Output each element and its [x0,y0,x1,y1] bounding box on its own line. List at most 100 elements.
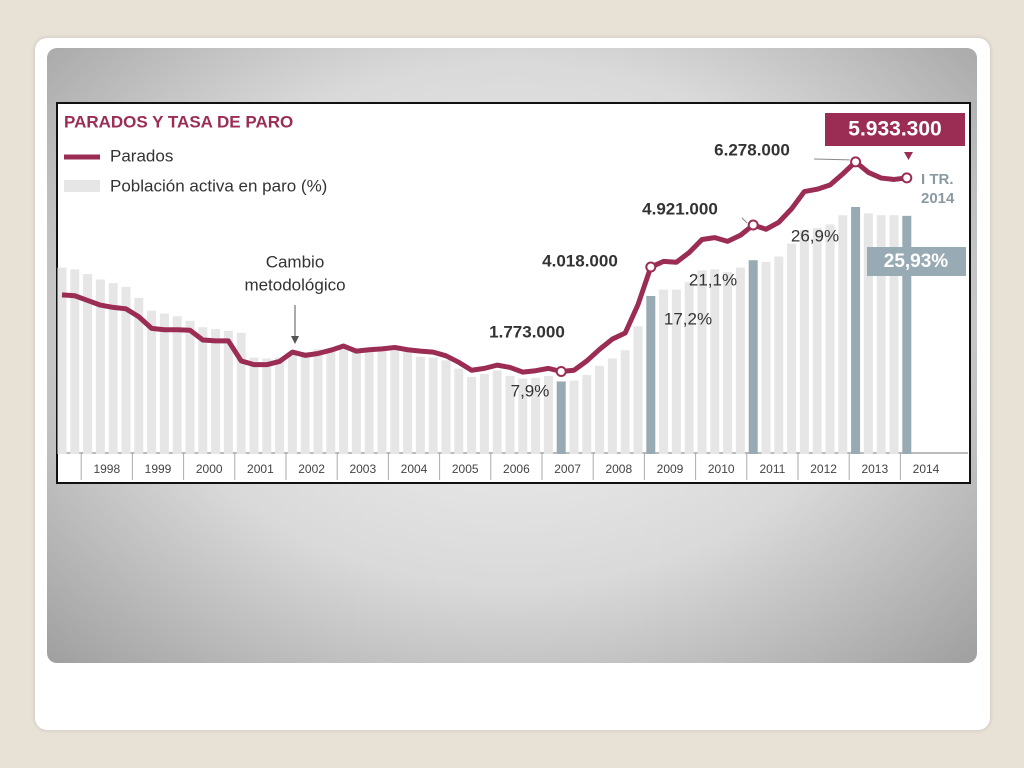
bar [415,356,425,454]
bar [620,350,630,454]
bar [697,270,707,454]
bar-value-label: 25,93% [884,251,949,272]
bar [211,329,221,454]
bar [351,350,361,454]
bar [364,351,374,454]
bar-value-label: 17,2% [664,309,712,328]
annotation: Cambio [266,252,325,271]
bar [659,289,669,454]
bar [889,215,899,454]
bar [723,272,733,454]
bar [582,375,592,454]
bar [403,352,413,454]
line-value-label: 4.018.000 [542,251,618,270]
bar-value-label: 26,9% [791,226,839,245]
bar [556,381,566,454]
bar [300,352,310,454]
period-label: I TR. [921,171,954,188]
x-tick-label: 2002 [298,462,325,476]
line [61,159,908,375]
line-value-label: 4.921.000 [642,199,718,218]
x-tick-label: 2003 [349,462,376,476]
x-tick-label: 2010 [708,462,735,476]
bar [287,352,297,454]
x-tick-label: 2009 [657,462,684,476]
x-tick-label: 2007 [554,462,581,476]
bar [825,224,835,454]
bar [902,215,912,454]
bar [735,267,745,454]
bar [441,360,451,454]
line-value-label: 5.933.300 [848,118,941,141]
bar [147,310,157,454]
bar [799,229,809,454]
bar [198,327,208,454]
bar [607,358,617,454]
bar [531,377,541,454]
point-marker [747,219,759,231]
x-tick-label: 1999 [145,462,172,476]
x-tick-label: 1998 [93,462,120,476]
x-tick-label: 2013 [861,462,888,476]
point-marker [901,172,913,184]
bar [223,330,233,454]
bar [543,375,553,454]
bar [492,370,502,454]
bar [671,289,681,454]
bar [646,296,656,454]
value-box [867,247,966,276]
bar [479,374,489,454]
leader-line [813,158,850,161]
line-value-label: 1.773.000 [489,322,565,341]
bar [787,243,797,454]
annotation-arrowhead [291,336,299,344]
x-tick-label: 2004 [401,462,428,476]
bar [185,320,195,454]
x-tick-label: 2001 [247,462,274,476]
legend-bar-swatch [64,180,100,192]
bar [876,215,886,454]
bar [518,378,528,454]
bar [774,256,784,454]
period-label: 2014 [921,190,955,207]
leader-line [741,217,748,224]
value-box [825,113,965,146]
point-marker [645,261,657,273]
line-value-label: 6.278.000 [714,140,790,159]
bar [467,376,477,454]
point-marker [850,156,862,168]
bar [262,358,272,454]
bar [595,365,605,454]
bar [748,260,758,454]
bar [428,357,438,454]
bar [684,282,694,454]
bar-value-label: 21,1% [689,270,737,289]
x-tick-label: 2011 [759,462,785,476]
x-tick-label: 2008 [605,462,632,476]
bar [812,228,822,454]
annotation: metodológico [244,275,345,294]
bar [863,213,873,454]
bar-value-label: 7,9% [511,381,550,400]
bar [761,262,771,454]
x-tick-label: 2000 [196,462,223,476]
bar [710,269,720,454]
bar [275,357,285,454]
bar [134,297,144,454]
bar [159,313,169,454]
bar [95,279,105,454]
bar [57,267,67,454]
x-tick-label: 2014 [913,462,940,476]
legend-label: Parados [110,146,173,165]
legend-label: Población activa en paro (%) [110,176,327,195]
chart-title: PARADOS Y TASA DE PARO [64,112,293,131]
bar [569,380,579,454]
x-tick-label: 2006 [503,462,530,476]
bar [339,346,349,454]
bar [70,269,80,454]
x-tick-label: 2012 [810,462,837,476]
box-pointer [904,152,913,160]
bar [236,332,246,454]
